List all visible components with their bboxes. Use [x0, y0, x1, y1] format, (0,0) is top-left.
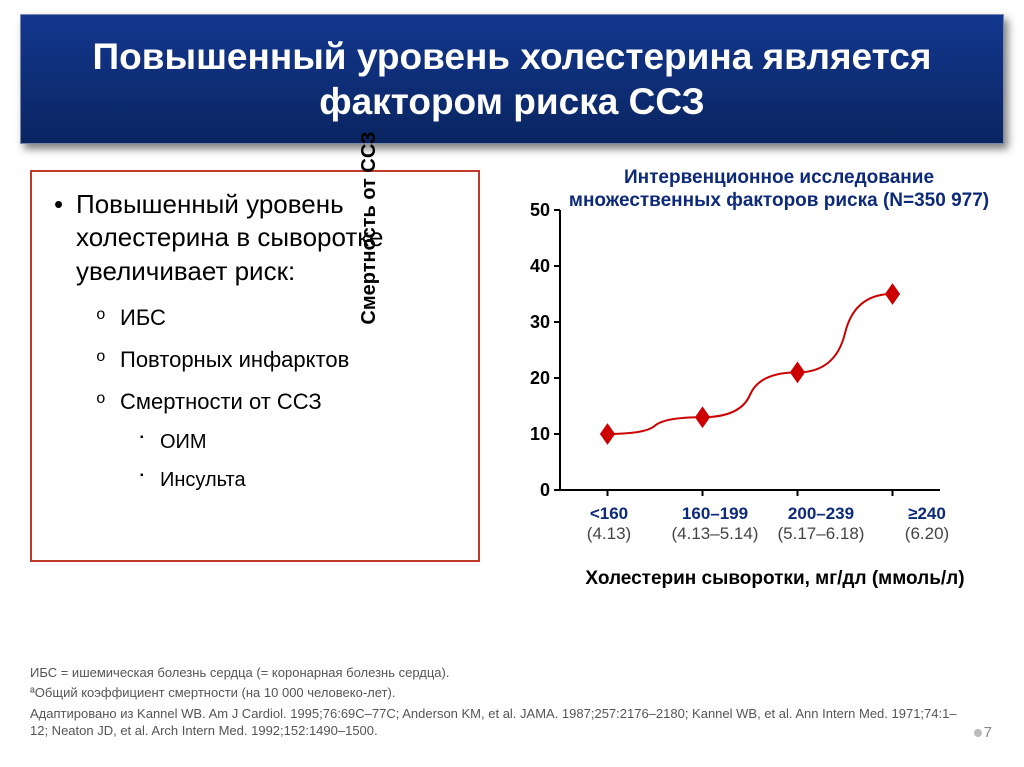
page-number-text: 7 — [984, 724, 992, 741]
svg-text:20: 20 — [530, 368, 550, 388]
page-number: 7 — [974, 724, 992, 741]
chart-x-tick: <160(4.13) — [556, 504, 662, 545]
footnote-line: Адаптировано из Kannel WB. Am J Cardiol.… — [30, 705, 964, 740]
chart-x-tick: 160–199(4.13–5.14) — [662, 504, 768, 545]
chart-x-tick: ≥240(6.20) — [874, 504, 980, 545]
bullet-box: Повышенный уровень холестерина в сыворот… — [30, 170, 480, 562]
chart-x-tick: 200–239(5.17–6.18) — [768, 504, 874, 545]
chart-plot: Смертность от ССЗ 01020304050 <160(4.13)… — [500, 200, 980, 550]
page-dot-icon — [974, 729, 982, 737]
content-area: Повышенный уровень холестерина в сыворот… — [30, 170, 994, 667]
chart-y-label: Смертность от ССЗ — [358, 88, 381, 368]
svg-text:30: 30 — [530, 312, 550, 332]
footnotes: ИБС = ишемическая болезнь сердца (= коро… — [30, 664, 964, 743]
chart-svg: 0 10 20 30 40 50 — [500, 200, 980, 500]
bullet-sub2: ОИМ — [50, 427, 460, 457]
bullet-sub: ИБС — [50, 302, 460, 334]
svg-text:40: 40 — [530, 256, 550, 276]
svg-text:0: 0 — [540, 480, 550, 500]
svg-text:50: 50 — [530, 200, 550, 220]
chart-area: Интервенционное исследование множественн… — [500, 170, 994, 667]
footnote-line: ªОбщий коэффициент смертности (на 10 000… — [30, 684, 964, 702]
title-bar: Повышенный уровень холестерина является … — [20, 14, 1004, 144]
bullet-sub: Смертности от ССЗ — [50, 386, 460, 418]
slide-title: Повышенный уровень холестерина является … — [51, 34, 973, 124]
chart-x-ticks: <160(4.13)160–199(4.13–5.14)200–239(5.17… — [556, 504, 980, 545]
footnote-line: ИБС = ишемическая болезнь сердца (= коро… — [30, 664, 964, 682]
chart-x-label: Холестерин сыворотки, мг/дл (ммоль/л) — [580, 568, 970, 591]
bullet-sub2: Инсульта — [50, 465, 460, 495]
svg-text:10: 10 — [530, 424, 550, 444]
bullet-sub: Повторных инфарктов — [50, 344, 460, 376]
slide-root: Повышенный уровень холестерина является … — [0, 0, 1024, 767]
bullet-lead: Повышенный уровень холестерина в сыворот… — [50, 188, 460, 288]
